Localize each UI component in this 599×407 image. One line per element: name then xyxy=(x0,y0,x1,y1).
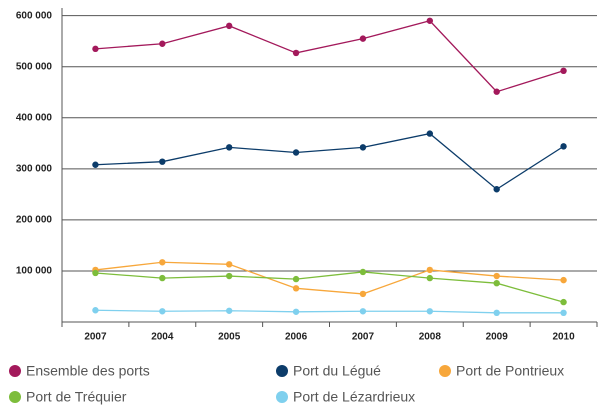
x-tick-label: 2007 xyxy=(84,332,107,343)
x-tick-label: 2005 xyxy=(218,332,241,343)
y-tick-label: 600 000 xyxy=(16,10,53,21)
data-point xyxy=(493,279,500,287)
data-point xyxy=(426,274,434,282)
y-tick-label: 300 000 xyxy=(16,163,53,174)
series-line xyxy=(95,271,564,303)
data-point xyxy=(359,308,367,315)
data-point xyxy=(426,266,434,274)
data-point xyxy=(493,272,500,280)
data-point xyxy=(493,88,500,95)
series-line xyxy=(95,309,564,314)
legend-label: Port de Lézardrieux xyxy=(293,389,415,405)
data-point xyxy=(159,158,166,165)
data-point xyxy=(292,275,300,283)
data-point xyxy=(92,269,99,277)
data-point xyxy=(292,49,300,57)
y-tick-label: 200 000 xyxy=(16,215,53,226)
legend-marker xyxy=(439,365,451,377)
data-point xyxy=(159,259,166,266)
y-tick-label: 100 000 xyxy=(16,266,53,277)
legend-marker xyxy=(276,391,288,403)
series-line xyxy=(95,20,564,93)
data-point xyxy=(426,130,434,137)
data-point xyxy=(159,40,166,47)
y-tick-label: 500 000 xyxy=(16,61,53,72)
data-point xyxy=(359,35,367,42)
data-point xyxy=(359,290,367,298)
data-point xyxy=(225,22,233,30)
data-point xyxy=(292,285,300,292)
data-point xyxy=(225,272,233,280)
legend-label: Port de Pontrieux xyxy=(456,363,564,379)
data-point xyxy=(560,276,567,284)
data-point xyxy=(92,307,99,314)
legend-marker xyxy=(276,365,288,377)
series-line xyxy=(95,132,564,191)
data-point xyxy=(560,143,567,150)
data-point xyxy=(560,298,567,306)
data-point xyxy=(92,45,99,53)
data-point xyxy=(493,186,500,193)
data-point xyxy=(292,149,300,156)
series-line xyxy=(95,261,564,295)
data-point xyxy=(359,268,367,276)
x-tick-label: 2010 xyxy=(552,332,575,343)
legend-marker xyxy=(9,365,21,377)
legend-label: Port du Légué xyxy=(293,363,381,379)
x-tick-label: 2009 xyxy=(486,332,509,343)
x-tick-label: 2006 xyxy=(285,332,308,343)
data-point xyxy=(493,309,500,317)
data-point xyxy=(560,309,567,317)
x-tick-label: 2008 xyxy=(419,332,442,343)
data-point xyxy=(560,67,567,75)
legend-label: Port de Tréquier xyxy=(26,389,127,405)
data-point xyxy=(426,17,434,24)
data-point xyxy=(159,308,166,315)
data-point xyxy=(359,144,367,151)
data-point xyxy=(225,144,233,151)
data-point xyxy=(225,307,233,314)
data-point xyxy=(292,308,300,315)
x-tick-label: 2004 xyxy=(151,332,174,343)
y-tick-label: 400 000 xyxy=(16,112,53,123)
legend-label: Ensemble des ports xyxy=(26,363,150,379)
data-point xyxy=(426,308,434,315)
data-point xyxy=(92,161,99,168)
x-tick-label: 2007 xyxy=(352,332,375,343)
legend-marker xyxy=(9,391,21,403)
data-point xyxy=(159,274,166,282)
data-point xyxy=(225,261,233,268)
